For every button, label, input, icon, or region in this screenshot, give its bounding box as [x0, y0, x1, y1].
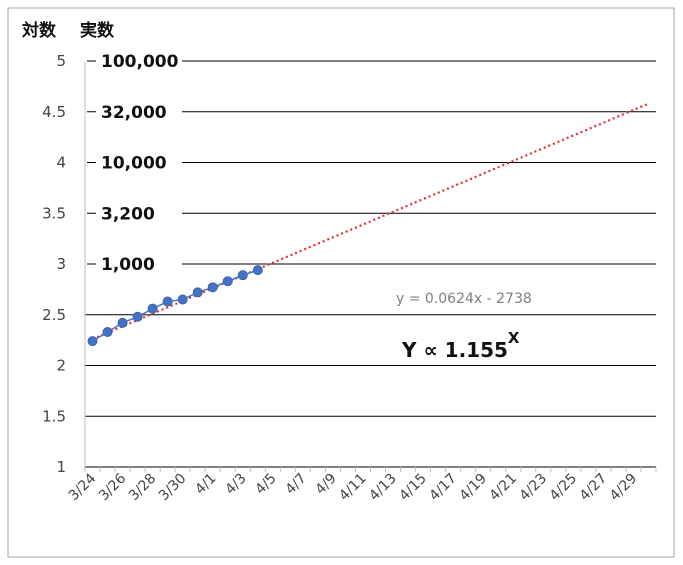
- proportionality-annotation: Y ∝ 1.155X: [401, 329, 520, 362]
- gridlines: [84, 60, 657, 472]
- log-axis-header: 対数: [21, 20, 57, 41]
- proportionality-base: Y ∝ 1.155: [401, 338, 508, 362]
- data-point: [252, 265, 263, 276]
- y-tick-label: 2.5: [42, 306, 66, 324]
- y-tick-labels: 1 1.5 2 2.5 3 3.5 4 4.5 5: [42, 52, 66, 476]
- y-tick-label: 5: [56, 52, 66, 70]
- data-point: [162, 296, 173, 307]
- real-value-header: 実数: [80, 20, 115, 41]
- trendline-equation: y = 0.0624x - 2738: [396, 291, 532, 307]
- proportionality-exponent: X: [508, 329, 520, 347]
- data-points: [87, 265, 263, 347]
- data-point: [147, 303, 158, 314]
- data-point: [237, 270, 248, 281]
- real-value-label: 1,000: [101, 255, 155, 275]
- real-value-labels: 100,000 32,000 10,000 3,200 1,000: [87, 52, 179, 275]
- y-tick-label: 3: [56, 255, 66, 273]
- data-point: [207, 282, 218, 293]
- real-value-label: 100,000: [101, 52, 179, 72]
- y-tick-label: 1: [56, 458, 66, 476]
- real-value-label: 3,200: [101, 204, 155, 224]
- real-value-label: 32,000: [101, 103, 167, 123]
- data-point: [192, 287, 203, 298]
- data-point: [132, 311, 143, 322]
- data-point: [117, 317, 128, 328]
- data-point: [87, 336, 98, 347]
- real-value-label: 10,000: [101, 154, 167, 174]
- y-tick-label: 4: [56, 154, 66, 172]
- data-point: [222, 276, 233, 287]
- y-tick-label: 3.5: [42, 204, 66, 222]
- y-tick-label: 4.5: [42, 103, 66, 121]
- data-point: [177, 294, 188, 305]
- y-tick-label: 2: [56, 357, 66, 375]
- data-point: [102, 327, 113, 338]
- y-tick-label: 1.5: [42, 407, 66, 425]
- chart-border: [7, 7, 675, 558]
